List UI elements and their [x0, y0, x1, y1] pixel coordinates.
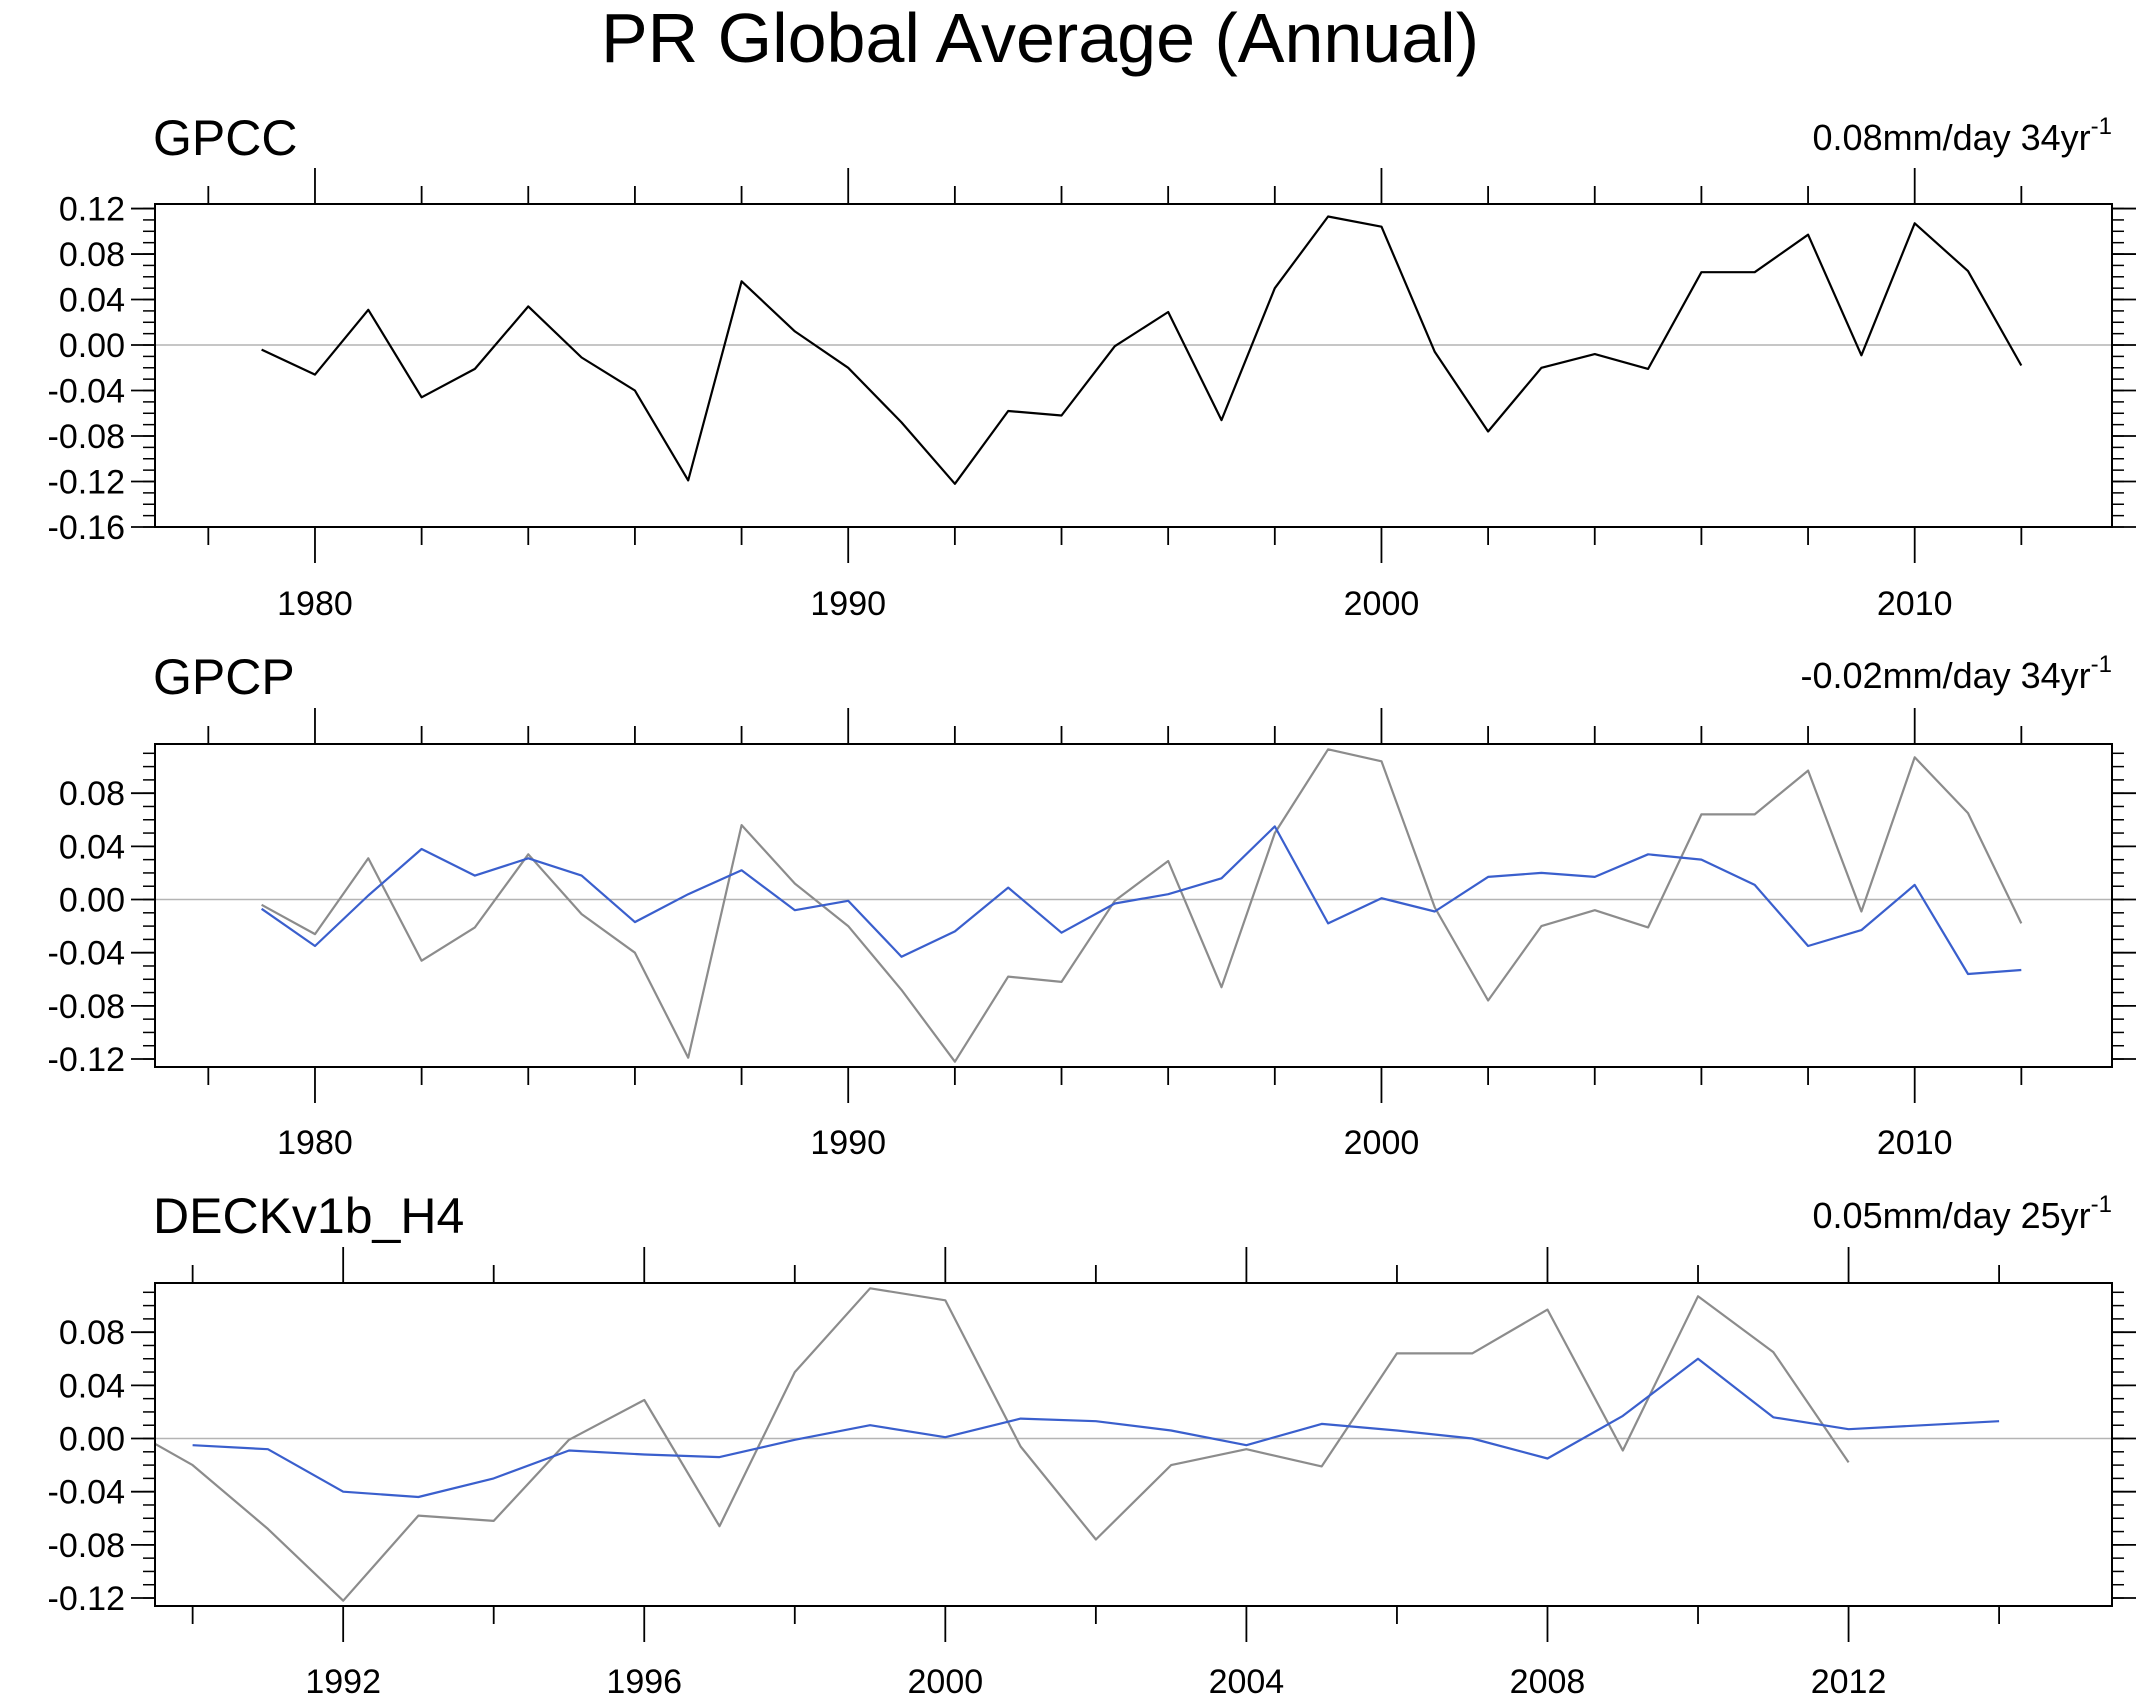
y-tick-label-gpcp: 0.00	[59, 882, 125, 920]
trend-text-gpcc: 0.08mm/day 34yr	[1813, 117, 2091, 158]
x-tick-label-gpcp: 1990	[810, 1124, 886, 1162]
x-tick-label-gpcc: 2010	[1877, 585, 1953, 623]
x-tick-label-gpcp: 2010	[1877, 1124, 1953, 1162]
x-tick-label-gpcc: 1980	[277, 585, 353, 623]
trend-text-gpcp: -0.02mm/day 34yr	[1801, 655, 2091, 696]
plot-frame-gpcp	[154, 743, 2113, 1068]
y-tick-label-gpcc: -0.08	[48, 418, 126, 456]
y-tick-label-deck: -0.08	[48, 1527, 126, 1565]
y-tick-label-deck: -0.12	[48, 1580, 126, 1618]
figure-title: PR Global Average (Annual)	[601, 0, 1479, 77]
x-tick-label-deck: 2000	[908, 1663, 984, 1701]
y-tick-label-gpcc: -0.16	[48, 509, 126, 547]
series-line-gpcp-gpcp	[260, 825, 2022, 976]
plot-area-gpcc: 0.12 0.08 0.04 0.00 -0.04 -0.08 -0.12 -0.16 1980…	[48, 168, 2136, 623]
x-tick-label-deck: 2004	[1209, 1663, 1285, 1701]
trend-sup-deck: -1	[2091, 1191, 2112, 1218]
trend-text-deck: 0.05mm/day 25yr	[1813, 1195, 2091, 1236]
y-tick-label-gpcc: -0.04	[48, 373, 126, 411]
panel-deck: DECKv1b_H4 0.05mm/day 25yr-1 0.080.040.0…	[48, 1188, 2136, 1701]
trend-label-gpcc: 0.08mm/day 34yr-1	[1813, 113, 2112, 158]
plot-frame-gpcc	[154, 203, 2113, 528]
y-tick-label-gpcc: 0.08	[59, 236, 125, 274]
y-tick-label-gpcp: -0.04	[48, 935, 126, 973]
x-tick-label-deck: 1992	[305, 1663, 381, 1701]
plot-frame-deck	[154, 1282, 2113, 1607]
panel-title-gpcp: GPCP	[153, 649, 295, 705]
x-tick-label-deck: 2012	[1811, 1663, 1887, 1701]
panel-title-deck: DECKv1b_H4	[153, 1188, 464, 1244]
series-line-deck-gpcc	[154, 1287, 1850, 1602]
trend-sup-gpcc: -1	[2091, 113, 2112, 140]
y-tick-label-gpcc: -0.12	[48, 464, 126, 502]
series-line-deck-deckv1b-h4	[192, 1357, 2000, 1499]
y-tick-label-gpcp: -0.08	[48, 988, 126, 1026]
x-tick-label-gpcp: 1980	[277, 1124, 353, 1162]
x-tick-label-gpcp: 2000	[1344, 1124, 1420, 1162]
y-tick-label-deck: 0.08	[59, 1314, 125, 1352]
x-tick-label-deck: 2008	[1510, 1663, 1586, 1701]
trend-label-deck: 0.05mm/day 25yr-1	[1813, 1191, 2112, 1236]
plot-area-gpcp: 0.08 0.04 0.00 -0.04 -0.08 -0.12 1980 1990 2000 2…	[48, 708, 2136, 1162]
y-tick-label-gpcc: 0.04	[59, 282, 125, 320]
trend-label-gpcp: -0.02mm/day 34yr-1	[1801, 651, 2112, 696]
y-tick-label-deck: 0.04	[59, 1367, 125, 1405]
trend-sup-gpcp: -1	[2091, 651, 2112, 678]
y-tick-label-gpcc: 0.12	[59, 191, 125, 229]
y-tick-label-gpcp: 0.08	[59, 775, 125, 813]
plot-area-deck: 0.08 0.04 0.00 -0.04 -0.08 -0.12 1992 1996 2000 2…	[48, 1247, 2136, 1701]
panel-gpcc: GPCC 0.08mm/day 34yr-1 0.12 0.08 0.04 0.00 -…	[48, 110, 2136, 623]
series-line-gpcp-gpcc	[261, 748, 2023, 1063]
y-tick-label-gpcc: 0.00	[59, 327, 125, 365]
x-tick-label-gpcc: 2000	[1344, 585, 1420, 623]
y-tick-label-deck: 0.00	[59, 1421, 125, 1459]
x-tick-label-deck: 1996	[606, 1663, 682, 1701]
x-tick-label-gpcc: 1990	[810, 585, 886, 623]
panel-title-gpcc: GPCC	[153, 110, 297, 166]
y-tick-label-gpcp: 0.04	[59, 828, 125, 866]
series-line-gpcc-gpcc	[261, 215, 2023, 485]
y-tick-label-deck: -0.04	[48, 1474, 126, 1512]
y-tick-label-gpcp: -0.12	[48, 1041, 126, 1079]
panel-gpcp: GPCP -0.02mm/day 34yr-1 0.08 0.04 0.00 -0.0…	[48, 649, 2136, 1162]
